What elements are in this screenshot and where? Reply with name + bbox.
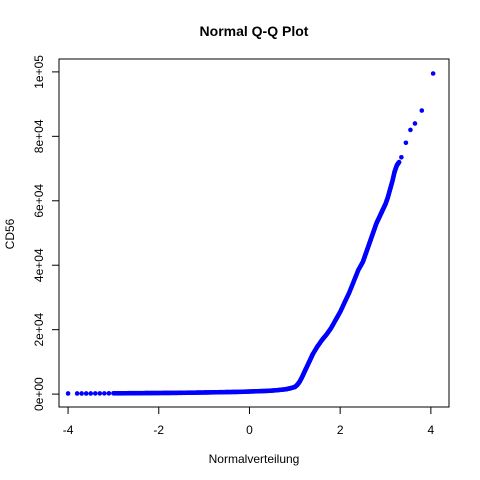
data-point	[299, 375, 304, 381]
data-point	[265, 388, 270, 394]
data-point	[192, 390, 198, 395]
data-point	[408, 127, 413, 133]
data-point	[306, 361, 311, 366]
data-point	[360, 259, 366, 265]
data-point	[310, 351, 316, 357]
data-point	[238, 389, 243, 395]
y-axis-label: CD56	[3, 218, 17, 249]
data-point	[419, 108, 425, 113]
x-axis: -4 -2 0 2 4	[63, 406, 435, 437]
data-point	[297, 379, 302, 385]
data-point	[315, 344, 320, 349]
data-point	[147, 390, 152, 396]
y-tick-label: 2e+04	[32, 312, 46, 346]
data-point	[369, 233, 375, 239]
y-tick-label: 6e+04	[32, 184, 46, 218]
data-point	[83, 391, 89, 396]
data-point	[396, 159, 402, 165]
x-tick-label: 2	[337, 423, 344, 437]
data-point	[106, 391, 112, 396]
data-point	[308, 356, 313, 361]
data-point	[383, 201, 388, 207]
data-point	[319, 337, 325, 343]
plot-frame	[58, 58, 450, 408]
data-point	[219, 389, 225, 395]
data-point	[378, 211, 384, 216]
data-point	[430, 71, 436, 76]
x-tick-label: -4	[63, 423, 74, 437]
data-point	[229, 389, 234, 395]
x-tick-label: 4	[428, 423, 435, 437]
data-point	[79, 391, 84, 396]
data-point	[365, 246, 370, 252]
y-tick-label: 0e+00	[32, 377, 46, 411]
data-point	[283, 386, 289, 392]
data-point	[74, 391, 80, 396]
y-tick-label: 1e+05	[32, 55, 46, 89]
x-tick-label: 0	[246, 423, 253, 437]
y-tick-label: 8e+04	[32, 119, 46, 153]
data-point	[301, 370, 307, 376]
data-point	[88, 391, 94, 396]
plot-border	[58, 58, 450, 408]
data-point	[392, 169, 397, 175]
data-point	[120, 390, 125, 396]
data-point	[201, 390, 207, 395]
data-point	[256, 388, 261, 394]
data-point	[165, 390, 171, 396]
data-point	[303, 366, 309, 371]
data-point	[351, 279, 357, 284]
data-point	[324, 332, 329, 337]
data-point	[111, 391, 116, 396]
data-point	[183, 390, 189, 396]
x-axis-label: Normalverteilung	[209, 452, 300, 466]
data-point	[210, 390, 216, 395]
data-point	[337, 309, 343, 315]
data-point	[97, 391, 103, 396]
data-point	[342, 299, 348, 305]
data-point	[287, 386, 293, 391]
data-point	[367, 240, 372, 245]
data-point	[362, 253, 368, 258]
data-point	[385, 195, 391, 200]
data-point	[387, 187, 393, 192]
data-point	[374, 221, 379, 226]
data-point	[380, 206, 386, 212]
data-point	[174, 390, 180, 396]
data-point	[399, 154, 404, 160]
y-axis: 0e+00 2e+04 4e+04 6e+04 8e+04 1e+05	[32, 55, 60, 411]
data-point	[412, 121, 418, 126]
data-point	[328, 325, 334, 331]
data-point	[346, 290, 352, 295]
data-point	[247, 389, 252, 394]
y-tick-label: 4e+04	[32, 248, 46, 282]
data-point	[390, 179, 395, 184]
data-point	[371, 227, 377, 233]
data-point	[376, 216, 382, 221]
data-point	[274, 387, 279, 393]
data-point	[65, 391, 71, 396]
x-tick-label: -2	[153, 423, 164, 437]
data-points	[65, 71, 436, 396]
data-point	[356, 267, 361, 273]
data-point	[156, 390, 162, 396]
data-point	[102, 391, 107, 396]
data-point	[403, 140, 409, 146]
data-point	[394, 163, 400, 168]
chart-title: Normal Q-Q Plot	[200, 23, 309, 39]
data-point	[92, 391, 98, 396]
data-point	[129, 390, 134, 396]
data-point	[333, 317, 338, 323]
data-point	[138, 390, 143, 396]
